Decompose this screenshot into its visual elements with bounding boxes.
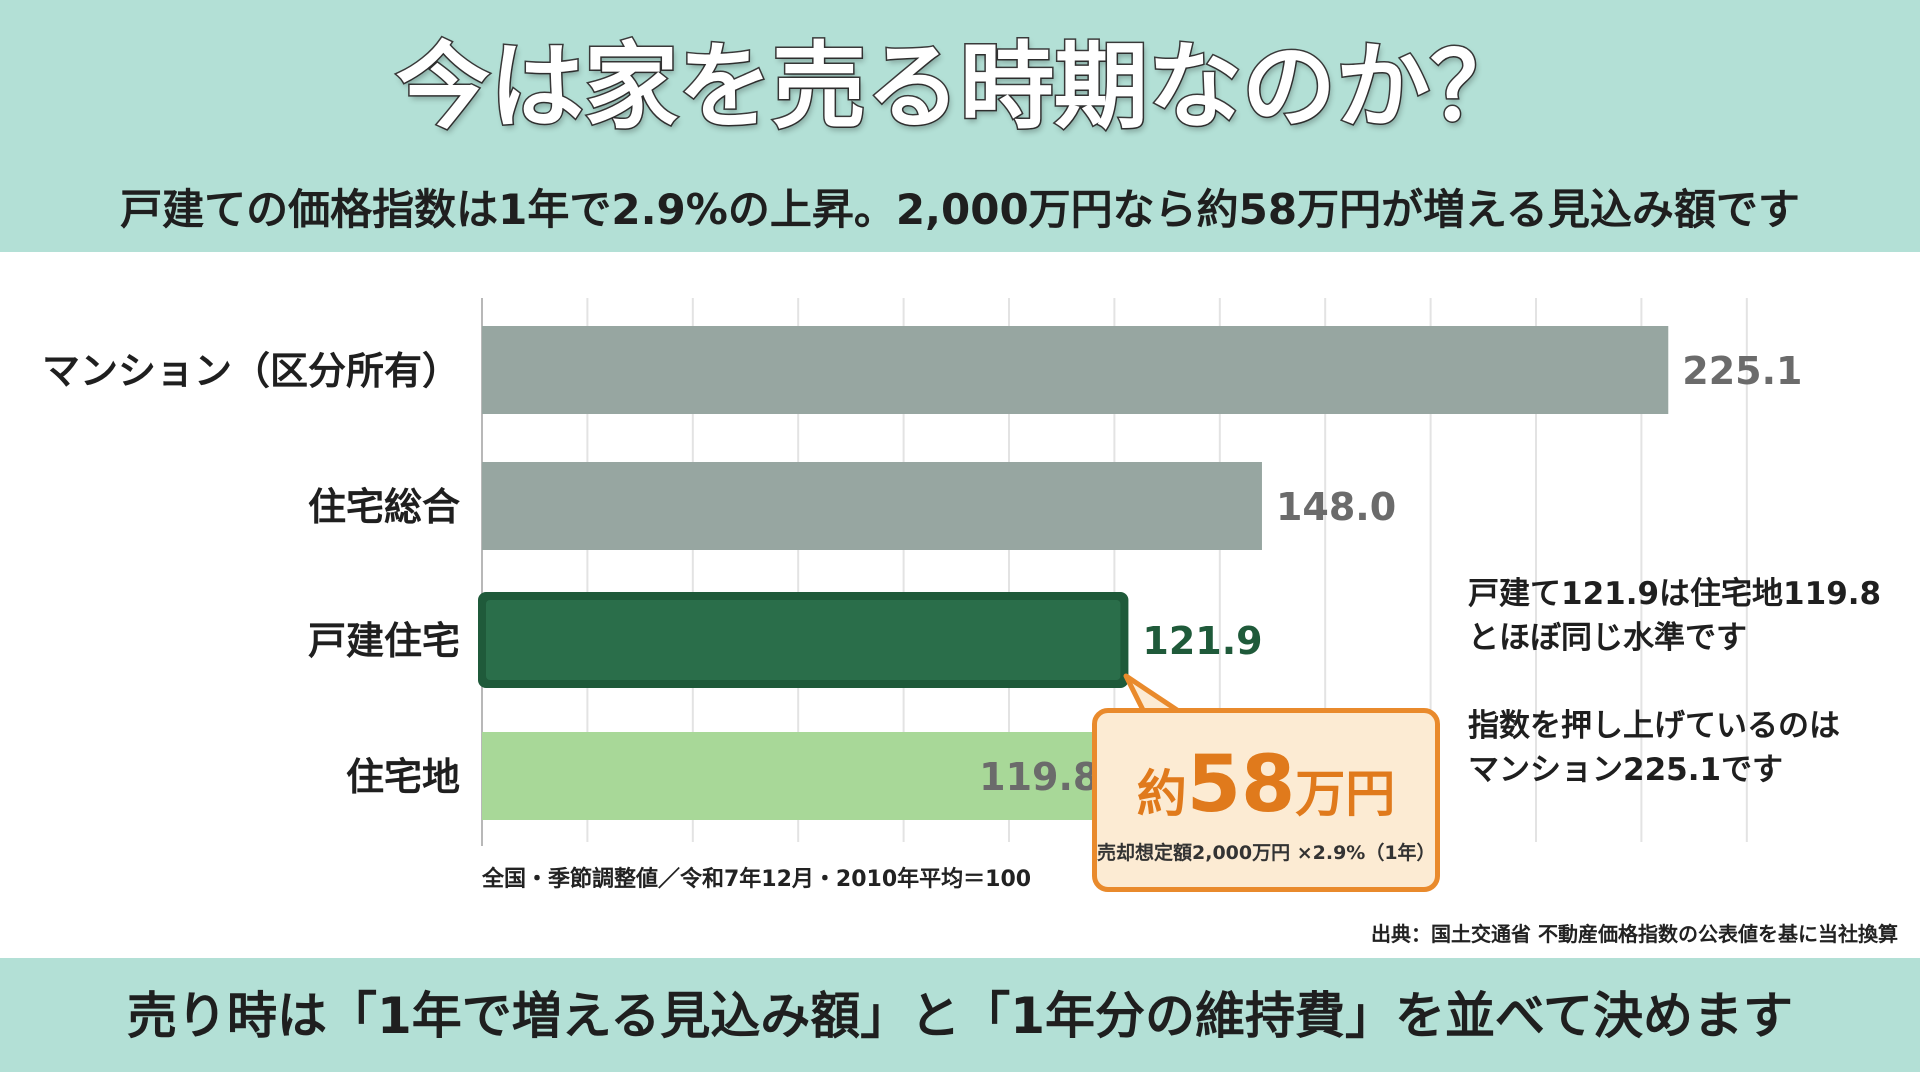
annotation-line: マンション225.1です [1468, 752, 1784, 788]
page-title: 今は家を売る時期なのか？ [394, 32, 1525, 144]
category-label: 戸建住宅 [308, 619, 460, 663]
bar-chart: マンション（区分所有） 225.1 住宅総合 148.0 戸建住宅 121.9 住宅地 119… [42, 298, 1802, 892]
value-label: 119.8 [979, 755, 1099, 799]
bar [482, 462, 1262, 550]
annotation-line: 戸建て121.9は住宅地119.8 [1468, 576, 1882, 612]
footer-band: 売り時は「1年で増える見込み額」と「1年分の維持費」を並べて決めます [0, 958, 1920, 1072]
category-label: 住宅地 [346, 755, 460, 799]
callout-box: 約58万円 売却想定額2,000万円 ×2.9%（1年） [1092, 708, 1440, 892]
callout-formula: 売却想定額2,000万円 ×2.9%（1年） [1097, 842, 1436, 864]
chart-footnote: 全国・季節調整値／令和7年12月・2010年平均＝100 [481, 866, 1031, 892]
annotation-note-1: 戸建て121.9は住宅地119.8 とほぼ同じ水準です [1468, 572, 1908, 660]
category-label: マンション（区分所有） [42, 349, 460, 393]
annotation-line: 指数を押し上げているのは [1468, 708, 1840, 744]
callout-prefix: 約 [1136, 765, 1187, 823]
bar [486, 600, 1121, 680]
callout-unit: 万円 [1295, 765, 1396, 823]
bar [482, 732, 1114, 820]
bar [482, 326, 1669, 414]
value-label: 148.0 [1276, 485, 1396, 529]
callout-amount: 約58万円 [1097, 745, 1435, 846]
category-label: 住宅総合 [308, 485, 460, 529]
footer-message: 売り時は「1年で増える見込み額」と「1年分の維持費」を並べて決めます [126, 987, 1794, 1045]
header-band [0, 0, 1920, 252]
annotation-note-2: 指数を押し上げているのは マンション225.1です [1468, 704, 1908, 792]
annotation-line: とほぼ同じ水準です [1468, 620, 1747, 656]
page-subtitle: 戸建ての価格指数は1年で2.9%の上昇。2,000万円なら約58万円が増える見込… [120, 185, 1800, 234]
value-label: 225.1 [1682, 349, 1802, 393]
source-note: 出典：国土交通省 不動産価格指数の公表値を基に当社換算 [1371, 922, 1898, 946]
callout-number: 58 [1186, 740, 1296, 830]
value-label: 121.9 [1142, 619, 1262, 663]
